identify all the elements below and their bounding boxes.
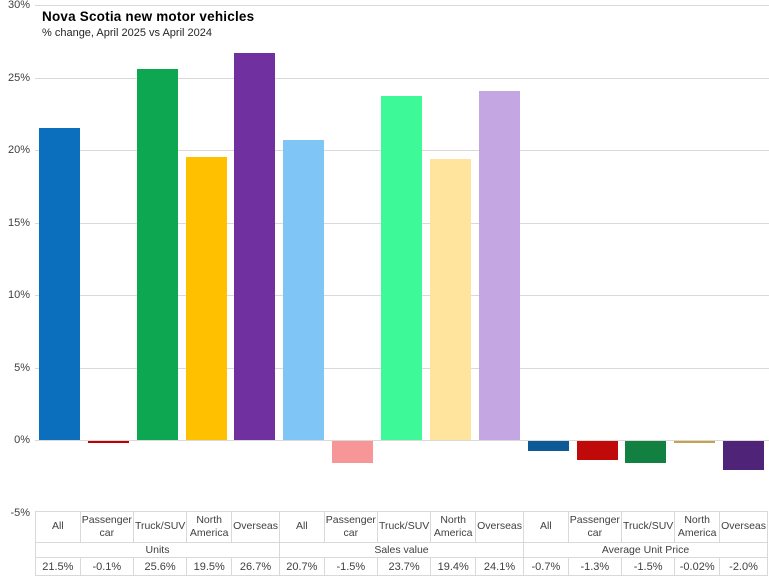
category-label: North America: [675, 512, 721, 542]
value-label: 19.4%: [431, 557, 477, 575]
value-label: -1.3%: [568, 557, 622, 575]
bar-units-north-america: [186, 157, 227, 440]
category-label: Overseas: [232, 512, 280, 542]
bar-average-unit-price-north-america: [674, 441, 715, 443]
bar-average-unit-price-overseas: [723, 441, 764, 470]
gridline-25: [35, 78, 769, 79]
category-label: Passenger car: [325, 512, 378, 542]
category-label: Overseas: [476, 512, 524, 542]
value-label: -0.02%: [675, 557, 721, 575]
category-label: North America: [187, 512, 233, 542]
y-axis-tick-label: 30%: [7, 0, 30, 11]
gridline-0: [35, 440, 769, 441]
value-label: 24.1%: [476, 557, 524, 575]
bar-average-unit-price-truck/suv: [625, 441, 666, 463]
bar-sales-value-passenger-car: [332, 441, 373, 463]
value-label: -0.7%: [524, 557, 569, 575]
chart-subtitle: % change, April 2025 vs April 2024: [42, 27, 213, 39]
value-label: -0.1%: [80, 557, 134, 575]
category-label: All: [36, 512, 81, 542]
value-label: 20.7%: [280, 557, 325, 575]
y-axis-tick-label: 20%: [7, 144, 30, 156]
category-label: North America: [431, 512, 477, 542]
bar-sales-value-all: [283, 140, 324, 441]
chart-title: Nova Scotia new motor vehicles: [42, 9, 255, 24]
bar-units-all: [39, 128, 80, 440]
value-label: 25.6%: [133, 557, 188, 575]
value-label: 19.5%: [187, 557, 233, 575]
y-axis-tick-label: 0%: [14, 434, 30, 446]
bar-sales-value-truck/suv: [381, 96, 422, 440]
group-label-sales-value: Sales value: [280, 542, 524, 557]
chart-header: Nova Scotia new motor vehicles % change,…: [42, 9, 254, 39]
y-axis-tick-label: 25%: [7, 72, 30, 84]
category-label: Passenger car: [569, 512, 622, 542]
category-label: Passenger car: [81, 512, 134, 542]
y-axis-tick-label: 5%: [14, 362, 30, 374]
value-label: -1.5%: [324, 557, 378, 575]
y-axis-tick-label: -5%: [10, 507, 30, 519]
value-label: -1.5%: [621, 557, 676, 575]
bar-units-overseas: [234, 53, 275, 441]
gridline-30: [35, 5, 769, 6]
category-label: Truck/SUV: [622, 512, 676, 542]
group-label-units: Units: [36, 542, 280, 557]
category-label: Truck/SUV: [134, 512, 188, 542]
group-label-average-unit-price: Average Unit Price: [524, 542, 768, 557]
y-axis-tick-label: 10%: [7, 289, 30, 301]
value-label: 21.5%: [36, 557, 81, 575]
bar-average-unit-price-passenger-car: [577, 441, 618, 460]
value-label: 23.7%: [377, 557, 432, 575]
value-label: -2.0%: [720, 557, 768, 575]
category-data-table: All Passenger car Truck/SUV North America Ov…: [35, 511, 768, 576]
bar-sales-value-north-america: [430, 159, 471, 441]
value-label: 26.7%: [232, 557, 280, 575]
category-label: All: [280, 512, 325, 542]
bar-sales-value-overseas: [479, 91, 520, 441]
bar-units-passenger-car: [88, 441, 129, 443]
category-label: All: [524, 512, 569, 542]
category-label: Truck/SUV: [378, 512, 432, 542]
category-label: Overseas: [720, 512, 768, 542]
bar-average-unit-price-all: [528, 441, 569, 452]
y-axis-tick-label: 15%: [7, 217, 30, 229]
bar-units-truck/suv: [137, 69, 178, 441]
